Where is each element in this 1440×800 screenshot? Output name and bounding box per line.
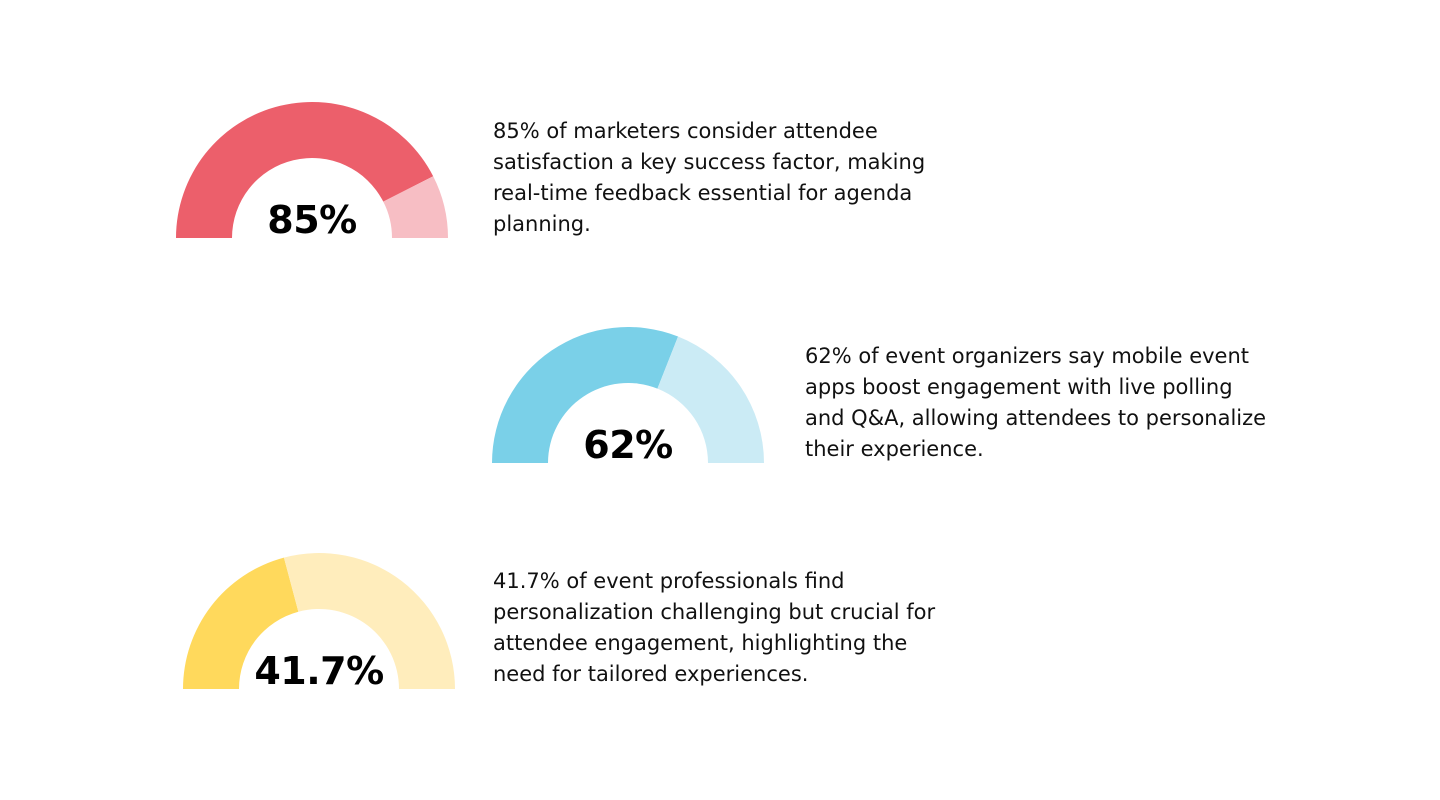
gauge-svg	[492, 326, 764, 463]
stat-description: 85% of marketers consider attendee satis…	[493, 119, 926, 236]
gauge-filled-arc	[176, 102, 434, 238]
gauge-remaining-arc	[383, 176, 448, 238]
gauge-satisfaction: 85%	[172, 102, 452, 242]
gauge-value-label: 41.7%	[254, 649, 384, 693]
gauge-filled-arc	[183, 557, 299, 689]
gauge-remaining-arc	[657, 336, 764, 463]
gauge-filled-arc	[492, 326, 679, 463]
gauge-value-label: 85%	[267, 198, 357, 242]
stat-description: 62% of event organizers say mobile event…	[805, 344, 1267, 461]
gauge-personalization: 41.7%	[179, 553, 459, 693]
gauge-svg	[183, 553, 455, 689]
stat-description: 41.7% of event professionals find person…	[493, 569, 936, 686]
gauge-value-label: 62%	[583, 423, 673, 467]
gauge-mobile-apps: 62%	[488, 326, 768, 467]
gauge-svg	[176, 102, 448, 238]
gauge-remaining-arc	[283, 553, 455, 689]
